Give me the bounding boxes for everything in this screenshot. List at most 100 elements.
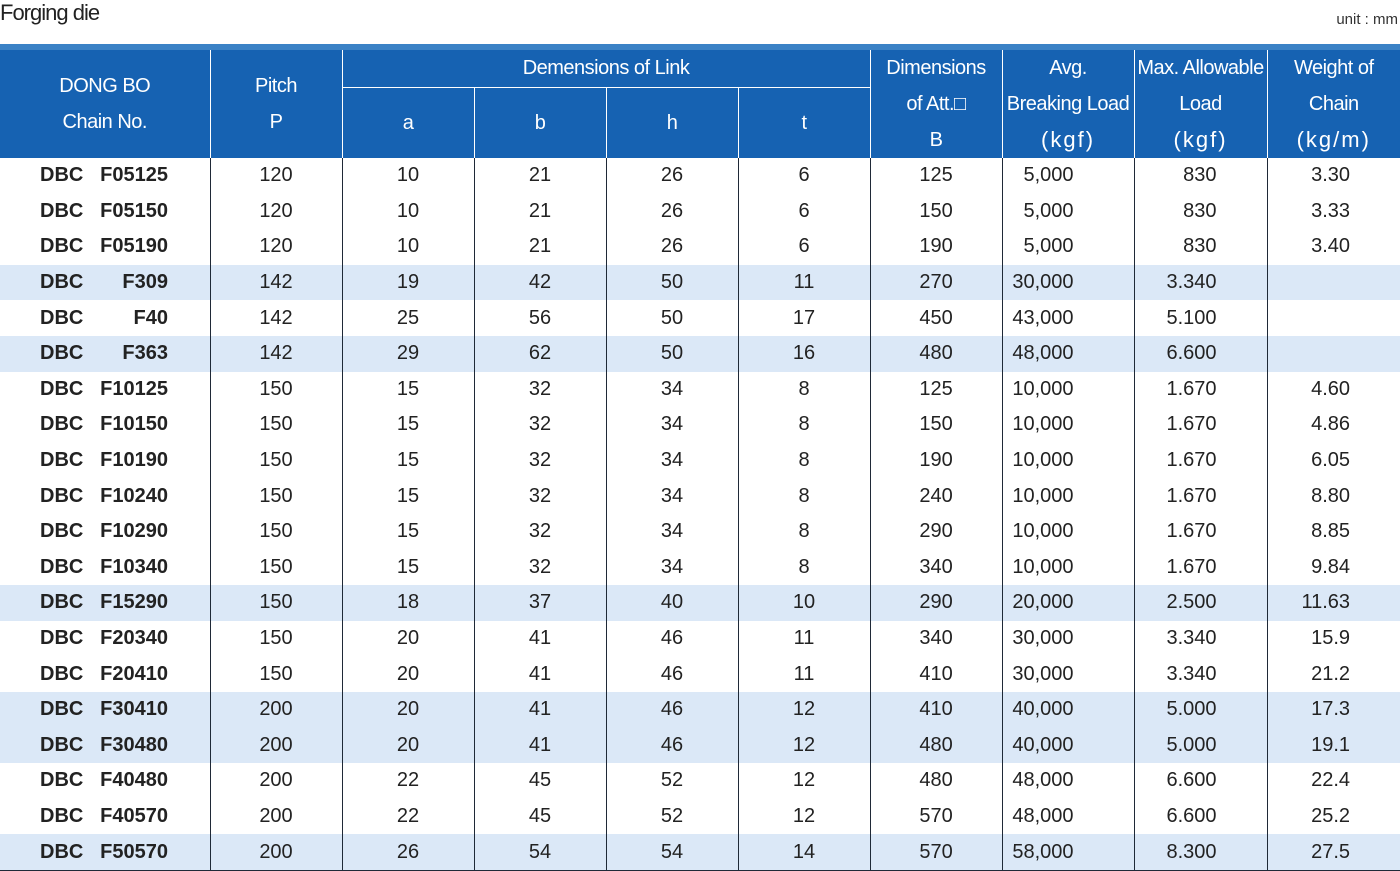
cell-chain-no: DBC F40 <box>0 300 211 336</box>
cell-b: 32 <box>473 478 607 514</box>
cell-h: 34 <box>605 442 739 479</box>
chain-model: F309 <box>122 271 168 294</box>
cell-att-b: 240 <box>869 478 1003 514</box>
chain-prefix: DBC <box>40 698 84 721</box>
chain-no-text: DBC F05190 <box>40 235 168 258</box>
cell-t: 11 <box>737 620 871 657</box>
chain-prefix: DBC <box>40 769 84 792</box>
cell-b: 21 <box>473 158 607 194</box>
cell-att-b: 150 <box>869 193 1003 230</box>
cell-h: 46 <box>605 691 739 728</box>
cell-b: 21 <box>473 193 607 230</box>
cell-max-load: 1.670 <box>1133 549 1268 586</box>
cell-t: 8 <box>737 407 871 443</box>
cell-a: 15 <box>341 442 475 479</box>
cell-chain-no: DBC F05125 <box>0 158 211 194</box>
header-t: t <box>737 87 871 158</box>
cell-att-b: 450 <box>869 300 1003 336</box>
cell-weight <box>1266 335 1400 372</box>
cell-chain-no: DBC F10150 <box>0 407 211 443</box>
cell-b: 56 <box>473 300 607 336</box>
chain-no-text: DBC F30480 <box>40 734 168 757</box>
header-wt-line1: Weight of <box>1293 57 1374 79</box>
cell-max-load: 1.670 <box>1133 442 1268 479</box>
header-b: b <box>473 87 607 158</box>
cell-a: 22 <box>341 798 475 835</box>
cell-b: 32 <box>473 371 607 408</box>
cell-a: 10 <box>341 229 475 265</box>
cell-pitch: 200 <box>209 798 343 835</box>
cell-breaking-load: 40,000 <box>1001 691 1135 728</box>
cell-max-load: 8.300 <box>1133 834 1268 871</box>
cell-t: 11 <box>737 656 871 692</box>
cell-t: 12 <box>737 798 871 835</box>
cell-breaking-load: 48,000 <box>1001 763 1135 799</box>
cell-weight: 4.86 <box>1266 407 1400 443</box>
cell-t: 8 <box>737 371 871 408</box>
cell-weight: 3.30 <box>1266 158 1400 194</box>
cell-h: 46 <box>605 656 739 692</box>
cell-a: 10 <box>341 158 475 194</box>
cell-chain-no: DBC F10190 <box>0 442 211 479</box>
chain-prefix: DBC <box>40 555 84 578</box>
cell-a: 15 <box>341 549 475 586</box>
cell-b: 41 <box>473 691 607 728</box>
chain-model: F10340 <box>100 555 168 578</box>
cell-pitch: 200 <box>209 763 343 799</box>
table-row: DBC F05150 120 10 21 26 6 150 5,000 830 3.33 <box>0 193 1400 230</box>
cell-breaking-load: 10,000 <box>1001 442 1135 479</box>
cell-pitch: 120 <box>209 229 343 265</box>
cell-breaking-load: 10,000 <box>1001 549 1135 586</box>
cell-att-b: 340 <box>869 620 1003 657</box>
cell-chain-no: DBC F10240 <box>0 478 211 514</box>
chain-prefix: DBC <box>40 377 84 400</box>
cell-b: 45 <box>473 798 607 835</box>
table-row: DBC F10340 150 15 32 34 8 340 10,000 1.670 9.84 <box>0 549 1400 586</box>
header-dimensions: Dimensions of Att.□ B <box>869 50 1003 158</box>
cell-chain-no: DBC F50570 <box>0 834 211 871</box>
cell-att-b: 570 <box>869 834 1003 871</box>
chain-prefix: DBC <box>40 733 84 756</box>
cell-pitch: 150 <box>209 407 343 443</box>
cell-a: 18 <box>341 585 475 621</box>
cell-att-b: 125 <box>869 371 1003 408</box>
cell-h: 52 <box>605 798 739 835</box>
header-chain-no: DONG BO Chain No. <box>0 50 211 158</box>
chain-model: F10190 <box>100 449 168 472</box>
header-brk-line2: Breaking Load <box>1006 93 1130 115</box>
header-link-group: Demensions of Link <box>341 50 871 88</box>
cell-a: 29 <box>341 335 475 372</box>
cell-chain-no: DBC F40570 <box>0 798 211 835</box>
chain-model: F30480 <box>100 733 168 756</box>
cell-att-b: 480 <box>869 335 1003 372</box>
chain-no-text: DBC F20410 <box>40 663 168 686</box>
header-chain-line2: Chain No. <box>62 111 148 133</box>
cell-a: 15 <box>341 478 475 514</box>
cell-pitch: 150 <box>209 656 343 692</box>
chain-prefix: DBC <box>40 342 84 365</box>
cell-weight <box>1266 264 1400 301</box>
cell-b: 41 <box>473 620 607 657</box>
cell-weight: 6.05 <box>1266 442 1400 479</box>
header-chain-line1: DONG BO <box>59 75 151 97</box>
cell-chain-no: DBC F10340 <box>0 549 211 586</box>
cell-b: 32 <box>473 549 607 586</box>
cell-b: 32 <box>473 442 607 479</box>
table-row: DBC F40480 200 22 45 52 12 480 48,000 6.600 22.4 <box>0 763 1400 799</box>
cell-weight: 11.63 <box>1266 585 1400 621</box>
cell-max-load: 5.100 <box>1133 300 1268 336</box>
table-header: DONG BO Chain No. Pitch P Demensions of … <box>0 50 1400 158</box>
chain-no-text: DBC F30410 <box>40 698 168 721</box>
cell-chain-no: DBC F05150 <box>0 193 211 230</box>
chain-model: F10150 <box>100 413 168 436</box>
cell-t: 6 <box>737 193 871 230</box>
chain-model: F363 <box>122 342 168 365</box>
table-row: DBC F05125 120 10 21 26 6 125 5,000 830 3.30 <box>0 158 1400 194</box>
chain-no-text: DBC F309 <box>40 271 168 294</box>
cell-breaking-load: 30,000 <box>1001 620 1135 657</box>
table-row: DBC F10125 150 15 32 34 8 125 10,000 1.670 4.60 <box>0 371 1400 408</box>
cell-pitch: 142 <box>209 300 343 336</box>
cell-b: 62 <box>473 335 607 372</box>
cell-h: 50 <box>605 335 739 372</box>
cell-h: 52 <box>605 763 739 799</box>
